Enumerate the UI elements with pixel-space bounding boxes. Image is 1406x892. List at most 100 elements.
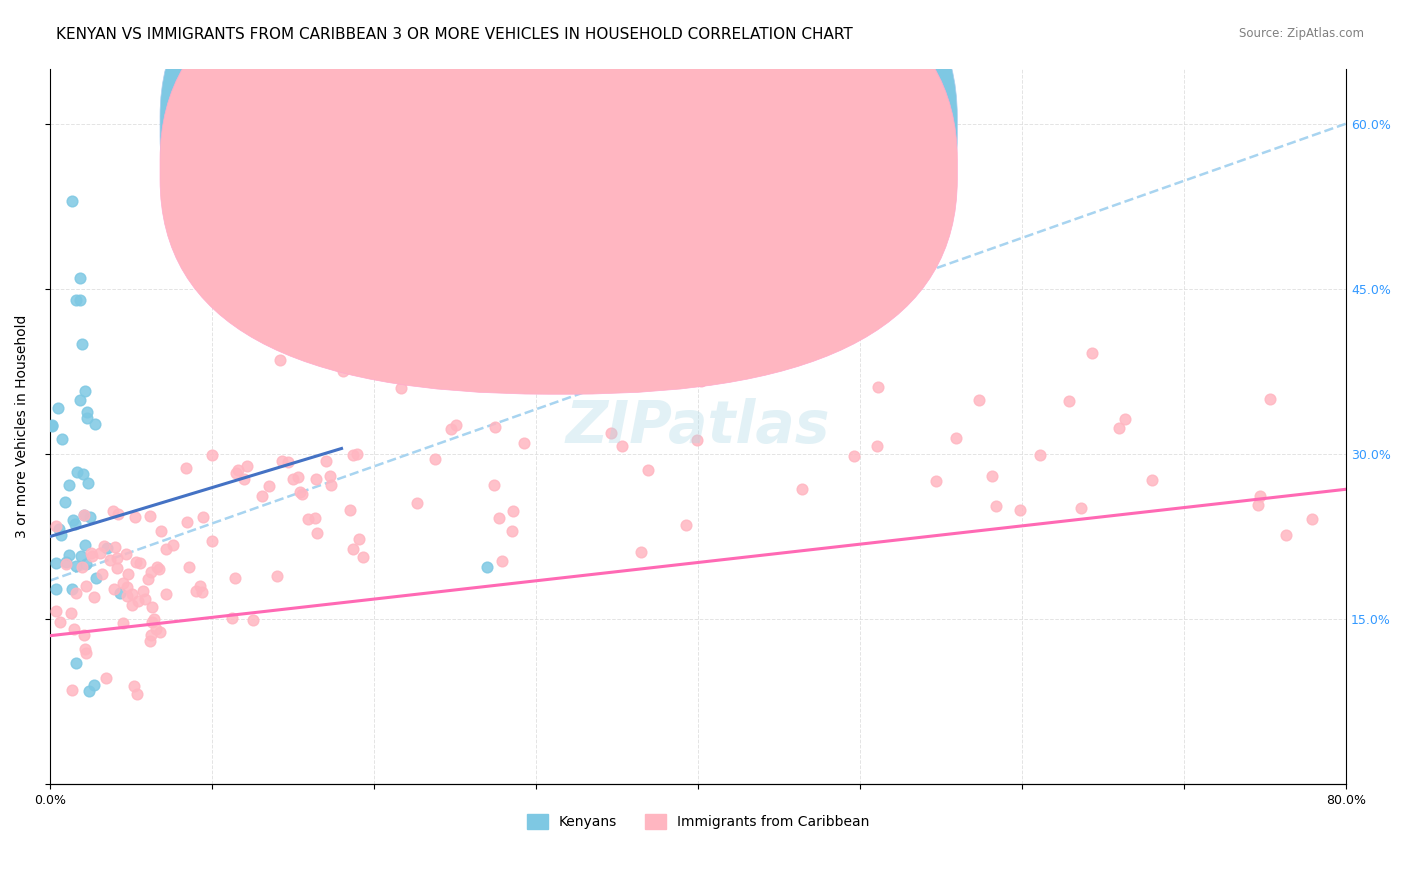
Point: [111, 575, 134, 590]
Point: [624, 345, 647, 359]
Point: [117, 566, 139, 581]
Point: [83, 417, 105, 432]
Point: [319, 478, 342, 492]
Point: [792, 482, 814, 496]
Point: [45, 556, 67, 570]
Point: [129, 556, 152, 570]
Point: [478, 351, 501, 365]
Point: [124, 510, 146, 524]
Point: [107, 507, 129, 521]
Point: [94, 671, 117, 685]
Point: [79, 509, 101, 524]
FancyBboxPatch shape: [516, 94, 905, 204]
Point: [101, 504, 124, 518]
Point: [58, 548, 80, 562]
Point: [690, 374, 713, 388]
Point: [65, 293, 87, 307]
Point: [63, 623, 86, 637]
Point: [148, 562, 170, 576]
Point: [201, 533, 224, 548]
Point: [498, 346, 520, 360]
Point: [70, 549, 93, 563]
Point: [150, 524, 173, 539]
Point: [1081, 345, 1104, 359]
Point: [221, 611, 243, 625]
Point: [141, 615, 163, 630]
Point: [578, 347, 600, 361]
Point: [75, 558, 97, 572]
Point: [1301, 512, 1323, 526]
Point: [501, 524, 523, 538]
Text: R =: R =: [575, 119, 607, 133]
Point: [132, 584, 155, 599]
Point: [491, 554, 513, 568]
Point: [41, 418, 63, 433]
Point: [55, 557, 77, 571]
Point: [73, 508, 96, 523]
Point: [55, 555, 77, 569]
Point: [1008, 502, 1031, 516]
Point: [291, 486, 314, 500]
Point: [352, 549, 374, 564]
Text: KENYAN VS IMMIGRANTS FROM CARIBBEAN 3 OR MORE VEHICLES IN HOUSEHOLD CORRELATION : KENYAN VS IMMIGRANTS FROM CARIBBEAN 3 OR…: [56, 27, 853, 42]
Point: [69, 270, 91, 285]
Point: [1057, 394, 1080, 409]
Point: [70, 336, 93, 351]
Point: [233, 472, 256, 486]
Point: [139, 628, 162, 642]
Point: [319, 469, 342, 483]
Point: [149, 625, 172, 640]
Point: [76, 405, 98, 419]
Point: [45, 604, 67, 618]
Point: [512, 435, 534, 450]
Point: [484, 420, 506, 434]
Point: [63, 516, 86, 531]
Point: [75, 646, 97, 660]
Point: [925, 474, 948, 488]
Point: [1029, 448, 1052, 462]
Point: [108, 586, 131, 600]
Point: [440, 422, 463, 436]
Point: [842, 449, 865, 463]
Point: [41, 418, 63, 433]
Point: [191, 584, 214, 599]
Point: [105, 551, 128, 566]
Point: [477, 560, 499, 574]
Text: 41: 41: [737, 119, 763, 133]
Point: [686, 433, 709, 447]
Point: [70, 560, 93, 574]
Point: [1247, 498, 1270, 512]
Point: [75, 641, 97, 656]
Point: [60, 606, 83, 620]
Point: [866, 439, 889, 453]
Point: [121, 599, 143, 613]
Point: [304, 510, 326, 524]
Point: [93, 539, 115, 553]
Point: [83, 678, 105, 692]
Point: [484, 477, 506, 491]
Text: N =: N =: [692, 161, 725, 177]
Point: [868, 380, 890, 394]
Point: [134, 592, 156, 607]
Text: ZIPatlas: ZIPatlas: [565, 398, 831, 455]
Point: [53, 494, 76, 508]
Point: [105, 561, 128, 575]
Point: [281, 472, 304, 486]
Point: [103, 582, 125, 596]
Point: [122, 680, 145, 694]
Text: Source: ZipAtlas.com: Source: ZipAtlas.com: [1239, 27, 1364, 40]
Point: [184, 584, 207, 599]
Point: [225, 467, 247, 481]
Point: [141, 599, 163, 614]
Point: [162, 538, 184, 552]
Point: [58, 478, 80, 492]
Point: [630, 545, 652, 559]
Point: [444, 417, 467, 432]
Point: [69, 293, 91, 307]
Point: [80, 547, 103, 561]
Point: [60, 194, 83, 208]
Point: [121, 587, 143, 601]
Point: [125, 555, 148, 569]
Point: [266, 569, 288, 583]
Point: [502, 504, 524, 518]
